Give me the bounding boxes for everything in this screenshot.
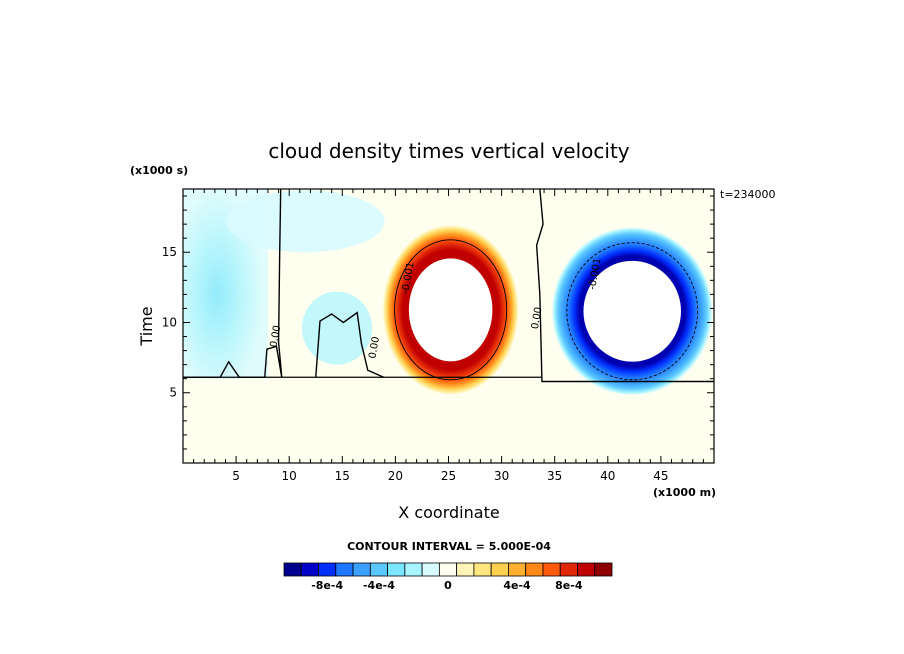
colorbar-swatch: [404, 562, 423, 577]
y-axis-title: Time: [137, 306, 156, 346]
x-axis-title: X coordinate: [398, 503, 499, 522]
colorbar-swatch: [473, 562, 492, 577]
chart-title: cloud density times vertical velocity: [268, 139, 629, 163]
colorbar-swatch: [508, 562, 527, 577]
y-units-label: (x1000 s): [130, 164, 188, 177]
weak-negative-blob: [301, 291, 373, 365]
plot-area: 0.00 0.000.00-0.001 -0.001: [183, 189, 714, 463]
positive-cell-core: [408, 258, 493, 362]
field-fills: 0.00 0.000.00-0.001 -0.001: [183, 189, 714, 396]
contour-label: 0.00: [367, 336, 382, 360]
colorbar-swatch: [421, 562, 440, 577]
colorbar-swatch: [542, 562, 561, 577]
x-tick-label: 35: [547, 469, 562, 483]
zero-contour-middle: [315, 311, 385, 378]
colorbar-swatch: [387, 562, 406, 577]
colorbar-tick-label: 4e-4: [503, 579, 531, 592]
y-tick-label: 10: [162, 315, 177, 329]
colorbar-swatch: [335, 562, 354, 577]
contour-interval-caption: CONTOUR INTERVAL = 5.000E-04: [347, 540, 551, 553]
zero-contour-right: [535, 189, 714, 383]
colorbar-swatch: [456, 562, 475, 577]
colorbar-tick-label: -4e-4: [363, 579, 395, 592]
colorbar-swatch: [438, 562, 458, 577]
colorbar-swatch: [525, 562, 544, 577]
x-tick-label: 40: [600, 469, 615, 483]
colorbar-swatch: [594, 562, 613, 577]
y-tick-label: 5: [169, 386, 177, 400]
x-units-label: (x1000 m): [653, 486, 716, 499]
colorbar-swatch: [577, 562, 596, 577]
top-negative-band: [225, 190, 385, 253]
colorbar-swatch: [559, 562, 578, 577]
y-tick-label: 15: [162, 245, 177, 259]
colorbar-swatch: [283, 562, 302, 577]
contour-label: 0.00: [530, 306, 545, 330]
negative-cell-contour: [566, 242, 699, 381]
colorbar-swatch: [318, 562, 337, 577]
negative-cell-core: [583, 260, 681, 362]
x-tick-label: 25: [441, 469, 456, 483]
x-tick-label: 20: [388, 469, 403, 483]
colorbar-swatch: [352, 562, 371, 577]
x-tick-label: 30: [494, 469, 509, 483]
colorbar-tick-label: -8e-4: [311, 579, 343, 592]
x-tick-label: 5: [232, 469, 240, 483]
colorbar-tick-label: 0: [444, 579, 452, 592]
colorbar-swatch: [300, 562, 319, 577]
zero-contour-left: [183, 189, 283, 378]
colorbar-tick-label: 8e-4: [555, 579, 583, 592]
colorbar: -8e-4 -4e-4 0 4e-4 8e-4: [283, 562, 613, 592]
x-tick-label: 10: [282, 469, 297, 483]
positive-cell-contour: [394, 239, 508, 381]
colorbar-swatch: [369, 562, 388, 577]
contour-label: 0.00: [269, 324, 284, 348]
x-tick-label: 15: [335, 469, 350, 483]
colorbar-swatch: [490, 562, 509, 577]
axis-ticks: 5 10 15 20 25 30 35 40 45 5 10 15: [162, 189, 714, 483]
x-tick-label: 45: [653, 469, 668, 483]
timestamp-label: t=234000: [720, 188, 776, 201]
